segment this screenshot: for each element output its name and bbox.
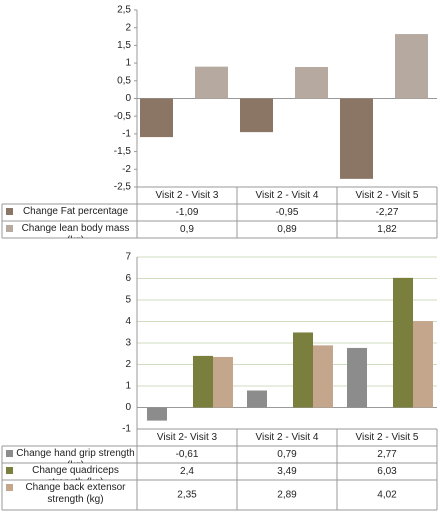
table-value: -2,27 bbox=[376, 207, 399, 218]
y-tick-label: -1 bbox=[122, 424, 131, 435]
table-value: 2,35 bbox=[177, 490, 197, 501]
x-tick-label: Visit 2- Visit 3 bbox=[157, 432, 218, 443]
table-value: 4,02 bbox=[377, 490, 397, 501]
table-value: 0,89 bbox=[277, 224, 297, 235]
y-tick-label: 1 bbox=[125, 58, 131, 69]
table-value: 0,9 bbox=[180, 224, 194, 235]
y-tick-label: 1 bbox=[125, 381, 131, 392]
y-tick-label: 2,5 bbox=[117, 5, 131, 16]
table-value: -1,09 bbox=[176, 207, 199, 218]
bar bbox=[340, 98, 373, 179]
y-tick-label: 7 bbox=[125, 252, 131, 263]
table-value: 1,82 bbox=[377, 224, 397, 235]
bar bbox=[293, 332, 313, 408]
bar bbox=[393, 277, 413, 408]
bar bbox=[395, 34, 428, 99]
legend-swatch bbox=[6, 450, 13, 457]
legend-label: Change Fat percentage bbox=[22, 206, 129, 217]
y-tick-label: -2 bbox=[122, 164, 131, 175]
legend-label: Change back extensor strength (kg) bbox=[25, 482, 126, 505]
y-tick-label: 4 bbox=[125, 316, 131, 327]
bar bbox=[240, 98, 273, 133]
y-tick-label: 0 bbox=[125, 402, 131, 413]
legend-swatch bbox=[6, 225, 13, 232]
legend-label: Change hand grip strength (kg) bbox=[16, 448, 135, 463]
y-tick-label: 3 bbox=[125, 338, 131, 349]
legend-cell: Change lean body mass (kg) bbox=[21, 223, 130, 238]
y-tick-label: -1,5 bbox=[114, 146, 132, 157]
x-tick-label: Visit 2 - Visit 4 bbox=[256, 190, 319, 201]
table-value: 3,49 bbox=[277, 466, 297, 477]
table-value: 2,77 bbox=[377, 449, 397, 460]
y-tick-label: 0 bbox=[125, 93, 131, 104]
y-tick-label: 5 bbox=[125, 295, 131, 306]
y-tick-label: 1,5 bbox=[117, 40, 131, 51]
bar bbox=[347, 347, 367, 408]
y-tick-label: -1 bbox=[122, 129, 131, 140]
bar bbox=[147, 407, 167, 421]
bar bbox=[313, 345, 333, 408]
legend-cell: Change Fat percentage bbox=[22, 206, 129, 217]
y-tick-label: -2,5 bbox=[114, 182, 132, 193]
bar bbox=[413, 321, 433, 408]
table-value: -0,61 bbox=[176, 449, 199, 460]
y-tick-label: 6 bbox=[125, 273, 131, 284]
x-tick-label: Visit 2 - Visit 5 bbox=[356, 190, 419, 201]
y-tick-label: -0,5 bbox=[114, 111, 132, 122]
legend-label: Change lean body mass (kg) bbox=[21, 223, 130, 238]
table-value: 2,4 bbox=[180, 466, 194, 477]
x-tick-label: Visit 2 - Visit 5 bbox=[356, 432, 419, 443]
legend-swatch bbox=[6, 467, 13, 474]
bar bbox=[140, 98, 173, 138]
legend-swatch bbox=[6, 484, 13, 491]
table-value: -0,95 bbox=[276, 207, 299, 218]
x-tick-label: Visit 2 - Visit 4 bbox=[256, 432, 319, 443]
bar bbox=[193, 355, 213, 408]
y-tick-label: 0,5 bbox=[117, 75, 131, 86]
legend-cell: Change quadriceps strength (kg) bbox=[32, 465, 119, 480]
bar bbox=[213, 356, 233, 408]
table-value: 0,79 bbox=[277, 449, 297, 460]
y-tick-label: 2 bbox=[125, 359, 131, 370]
y-tick-label: 2 bbox=[125, 22, 131, 33]
bar bbox=[295, 66, 328, 99]
x-tick-label: Visit 2 - Visit 3 bbox=[156, 190, 219, 201]
bar bbox=[247, 390, 267, 408]
legend-cell: Change hand grip strength (kg) bbox=[16, 448, 135, 463]
bar bbox=[195, 66, 228, 99]
legend-cell: Change back extensor strength (kg) bbox=[25, 482, 126, 505]
legend-swatch bbox=[6, 208, 13, 215]
table-value: 6,03 bbox=[377, 466, 397, 477]
legend-label: Change quadriceps strength (kg) bbox=[32, 465, 119, 480]
table-value: 2,89 bbox=[277, 490, 297, 501]
